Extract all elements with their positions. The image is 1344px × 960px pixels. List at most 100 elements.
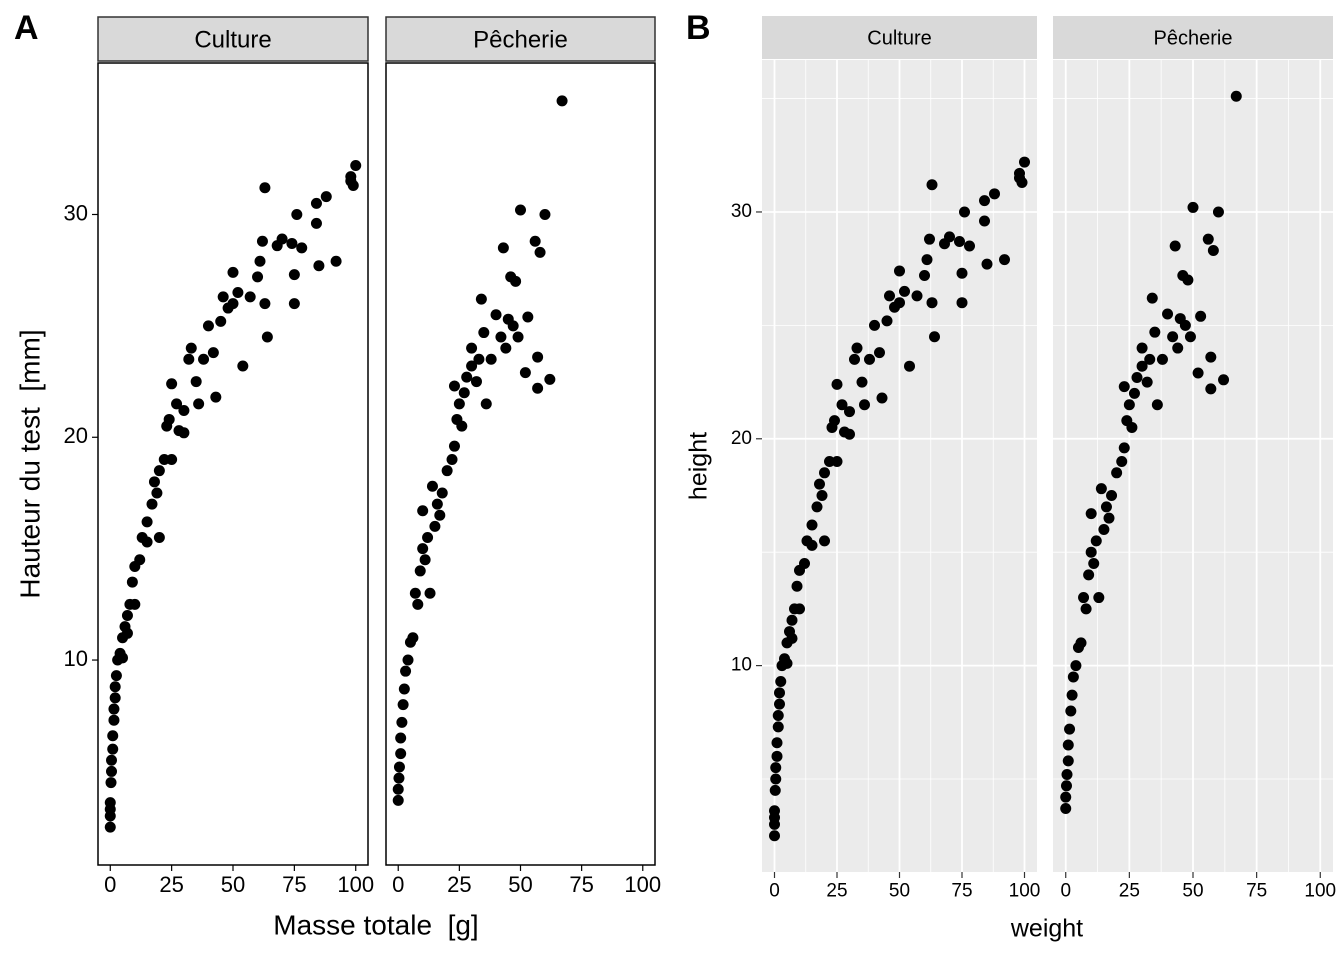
point [1067, 671, 1079, 683]
point [148, 476, 160, 488]
point [286, 237, 298, 249]
point [217, 291, 229, 303]
point [485, 353, 497, 365]
point [989, 188, 1000, 200]
point [396, 716, 408, 728]
point [252, 271, 264, 283]
point [288, 269, 300, 281]
point [1146, 292, 1158, 304]
point [393, 772, 405, 784]
point [881, 315, 893, 327]
y-tick-label: 30 [731, 201, 752, 222]
point [844, 428, 855, 440]
point [434, 509, 446, 521]
point [193, 398, 205, 410]
y-tick-label: 10 [64, 646, 88, 671]
point [456, 420, 468, 432]
point [237, 360, 249, 372]
point [1169, 240, 1181, 252]
point [1111, 467, 1123, 479]
point [829, 415, 840, 427]
point [772, 721, 784, 733]
point [1060, 791, 1072, 803]
point [330, 255, 342, 267]
point [141, 536, 153, 548]
panel [385, 62, 656, 866]
point [146, 498, 158, 510]
point [320, 191, 332, 203]
point [556, 95, 568, 107]
point [104, 821, 116, 833]
point [774, 687, 785, 699]
point [1016, 176, 1028, 188]
point [894, 265, 905, 277]
point [819, 467, 830, 479]
point [121, 627, 133, 639]
point [1151, 399, 1163, 411]
x-tick-label: 0 [392, 872, 404, 897]
point [107, 743, 119, 755]
point [1014, 167, 1025, 179]
strip [762, 16, 1037, 59]
point [475, 293, 487, 305]
strip-label: Culture [194, 26, 271, 53]
point [849, 353, 860, 365]
point [775, 675, 787, 687]
point [786, 632, 798, 644]
point [772, 709, 784, 721]
point [919, 269, 930, 281]
point [1070, 660, 1082, 672]
point [819, 535, 830, 547]
x-tick-label: 25 [1119, 880, 1140, 901]
point [1212, 206, 1224, 218]
x-axis-label: Masse totale [g] [273, 909, 478, 940]
point [770, 773, 782, 785]
point [134, 554, 146, 566]
point [1192, 367, 1204, 379]
point [291, 208, 303, 220]
point [215, 315, 227, 327]
point [166, 454, 178, 466]
point [1062, 755, 1074, 767]
point [1093, 592, 1105, 604]
point [1062, 739, 1074, 751]
point [1103, 512, 1115, 524]
point [453, 398, 465, 410]
point [254, 255, 266, 267]
point [851, 342, 863, 354]
point [466, 342, 478, 354]
point [1205, 351, 1217, 363]
x-tick-label: 100 [1009, 880, 1041, 901]
point [424, 587, 436, 599]
x-tick-label: 50 [508, 872, 532, 897]
point [814, 478, 825, 490]
point [466, 360, 478, 372]
point [844, 406, 855, 418]
point [1167, 331, 1179, 343]
point [926, 297, 938, 309]
point [864, 353, 875, 365]
point [1123, 399, 1135, 411]
point [1230, 90, 1242, 102]
point [816, 489, 828, 501]
point [480, 398, 492, 410]
point [1131, 372, 1143, 384]
point [393, 761, 405, 773]
point [1184, 331, 1196, 343]
point [774, 698, 785, 710]
point [458, 387, 470, 399]
point [904, 360, 915, 372]
point [244, 291, 256, 303]
panel-letter: A [14, 9, 39, 47]
point [806, 519, 818, 531]
point [1065, 705, 1077, 717]
x-tick-label: 50 [221, 872, 245, 897]
point [529, 235, 541, 247]
point [1179, 319, 1191, 331]
point [1202, 233, 1214, 245]
point [461, 371, 473, 383]
point [106, 765, 117, 777]
point [786, 614, 798, 626]
point [448, 380, 460, 392]
point [400, 665, 412, 677]
